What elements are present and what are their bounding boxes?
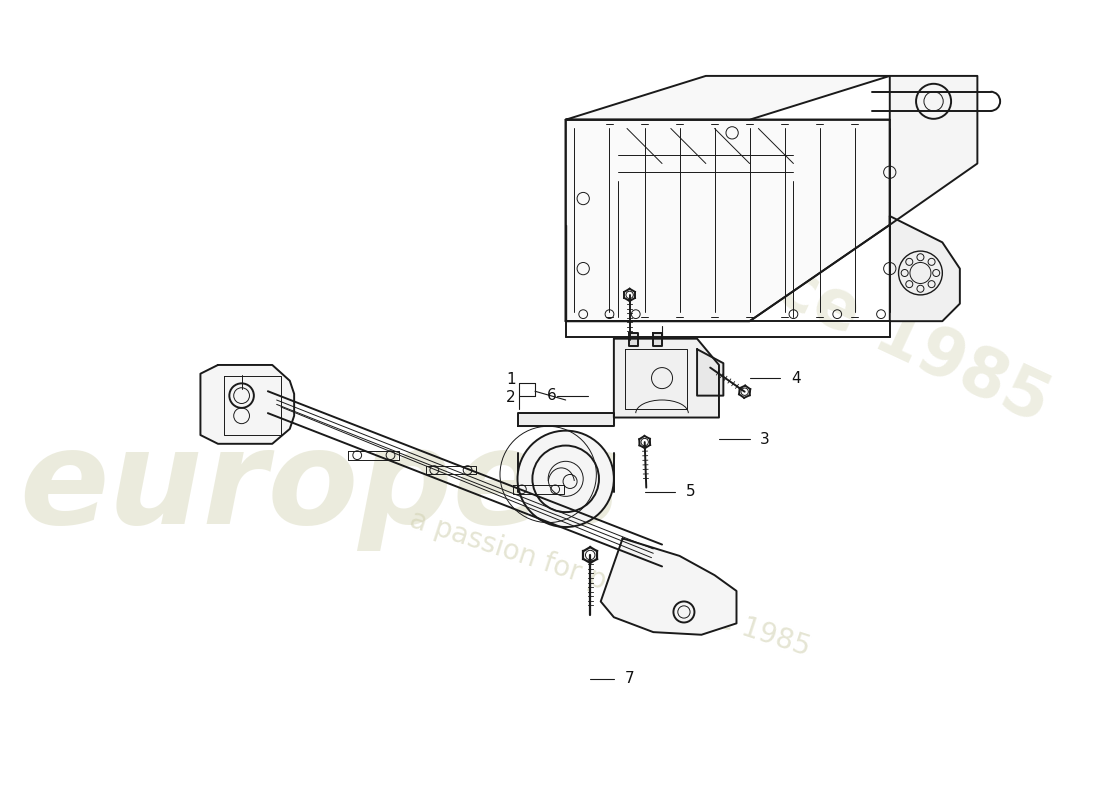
Polygon shape bbox=[565, 76, 890, 120]
Text: 1: 1 bbox=[506, 372, 516, 387]
Text: 4: 4 bbox=[791, 370, 801, 386]
Circle shape bbox=[517, 430, 614, 527]
Text: 2: 2 bbox=[506, 390, 516, 405]
Polygon shape bbox=[200, 365, 294, 444]
Polygon shape bbox=[517, 413, 614, 426]
Polygon shape bbox=[565, 120, 890, 321]
Text: since 1985: since 1985 bbox=[667, 206, 1060, 436]
Polygon shape bbox=[614, 338, 719, 418]
Polygon shape bbox=[601, 538, 737, 634]
Polygon shape bbox=[629, 334, 638, 346]
Text: europes: europes bbox=[20, 424, 621, 551]
Text: 5: 5 bbox=[685, 485, 695, 499]
Text: 6: 6 bbox=[547, 388, 557, 403]
Polygon shape bbox=[890, 76, 978, 225]
Polygon shape bbox=[653, 334, 662, 346]
Text: a passion for parts since 1985: a passion for parts since 1985 bbox=[406, 506, 813, 662]
Polygon shape bbox=[697, 349, 724, 396]
Text: 7: 7 bbox=[625, 671, 634, 686]
Text: 3: 3 bbox=[760, 432, 770, 447]
Polygon shape bbox=[890, 216, 960, 321]
